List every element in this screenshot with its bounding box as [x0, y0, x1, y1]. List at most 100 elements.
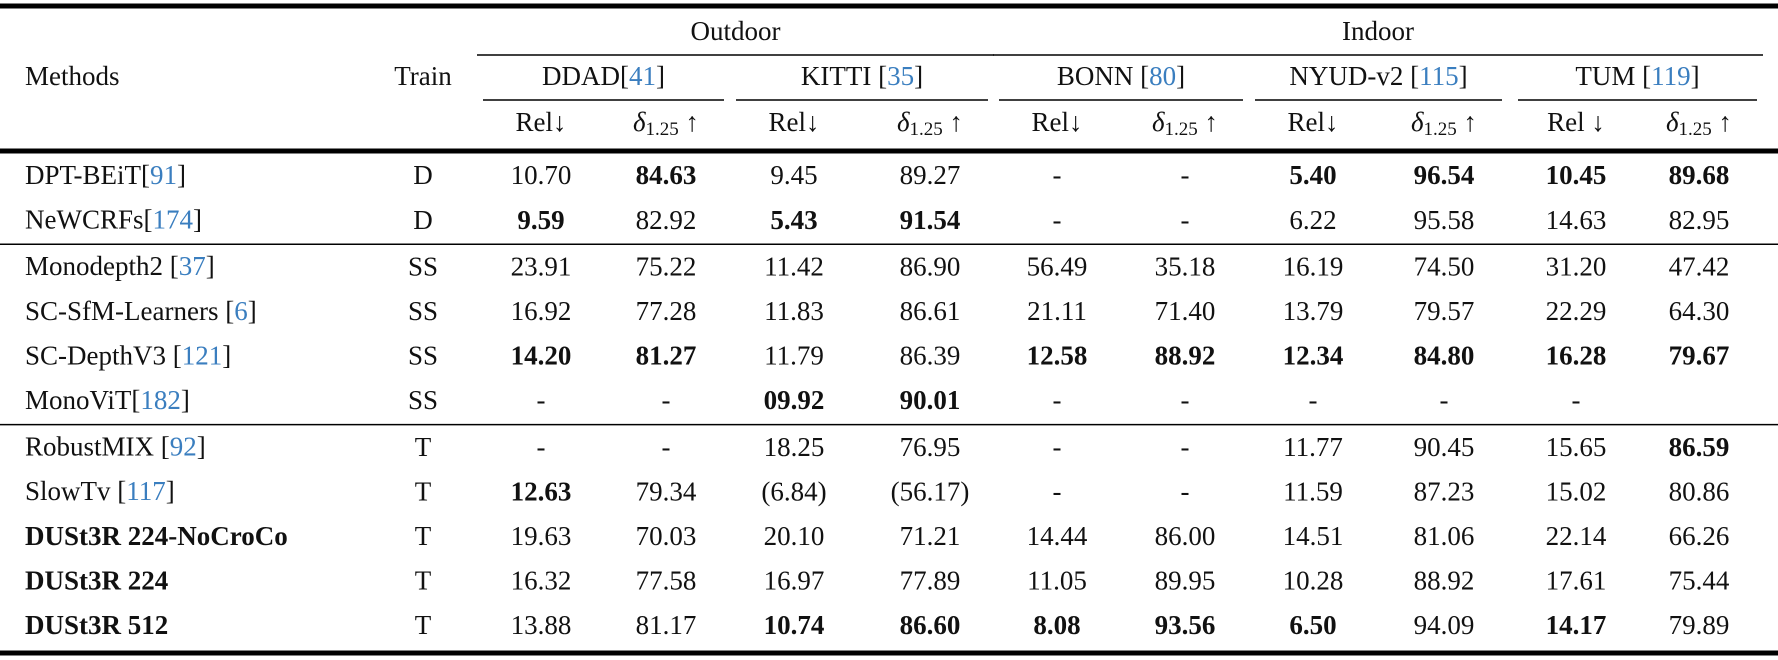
train-type: T	[415, 476, 432, 506]
citation: 92	[170, 432, 197, 462]
cell-value: 6.22	[1289, 205, 1336, 235]
bracket: [	[117, 476, 126, 506]
cell-value: 91.54	[900, 205, 961, 235]
citation: 119	[1651, 61, 1691, 91]
cell-value: 96.54	[1414, 160, 1475, 190]
cell-value: 81.27	[636, 341, 697, 371]
cell-value: 86.61	[900, 296, 961, 326]
bracket: ]	[197, 432, 206, 462]
cell-value: 16.32	[511, 566, 572, 596]
cell-value: 87.23	[1414, 476, 1475, 506]
bracket: [	[225, 296, 234, 326]
metric-symbol: Rel	[769, 107, 807, 137]
cell-value: 82.92	[636, 205, 697, 235]
metric-arrow: ↑	[1198, 107, 1218, 137]
cell-value: -	[1309, 385, 1318, 415]
cell-value: 10.70	[511, 160, 572, 190]
cell-value: 88.92	[1414, 566, 1475, 596]
cell-value: 13.88	[511, 610, 572, 640]
method: DUSt3R 512	[25, 610, 168, 640]
method: SC-SfM-Learners	[25, 296, 225, 326]
cell-value: 14.51	[1283, 521, 1344, 551]
dataset-name: TUM	[1575, 61, 1642, 91]
subheader: Rel↓	[516, 107, 567, 137]
cell-value: 11.59	[1283, 476, 1343, 506]
metric-symbol: δ	[897, 107, 910, 137]
cell-value: 88.92	[1155, 341, 1216, 371]
bracket: [	[144, 205, 153, 235]
cell-value: 11.83	[764, 296, 824, 326]
cell-value: 12.58	[1027, 341, 1088, 371]
cell-value: 12.34	[1283, 341, 1344, 371]
cell-value: -	[1181, 432, 1190, 462]
bracket: [	[131, 385, 140, 415]
cell-value: 70.03	[636, 521, 697, 551]
header-methods: Methods	[25, 61, 120, 91]
method: DPT-BEiT	[25, 160, 142, 190]
metric-arrow: ↓	[553, 107, 567, 137]
cell-value: -	[1181, 385, 1190, 415]
cell-value: 89.27	[900, 160, 961, 190]
cell-value: 77.58	[636, 566, 697, 596]
dataset-header: NYUD-v2 [115]	[1289, 61, 1467, 91]
header-train: Train	[394, 61, 452, 91]
bracket: ]	[1176, 61, 1185, 91]
cell-value: 64.30	[1669, 296, 1730, 326]
cell-value: 18.25	[764, 432, 825, 462]
cell-value: 11.05	[1027, 566, 1087, 596]
bracket: ]	[1459, 61, 1468, 91]
citation: 174	[153, 205, 194, 235]
bracket: [	[620, 61, 629, 91]
cell-value: 56.49	[1027, 251, 1088, 281]
metric-subscript: 1.25	[1165, 119, 1198, 140]
cell-value: 79.34	[636, 476, 697, 506]
cell-value: 20.10	[764, 521, 825, 551]
cell-value: 90.45	[1414, 432, 1475, 462]
cell-value: 21.11	[1027, 296, 1087, 326]
bracket: ]	[206, 251, 215, 281]
method: Monodepth2	[25, 251, 170, 281]
cell-value: 84.63	[636, 160, 697, 190]
subheader: δ1.25 ↑	[897, 107, 963, 140]
cell-value: 8.08	[1033, 610, 1080, 640]
subheader: Rel↓	[769, 107, 820, 137]
method: DUSt3R 224-NoCroCo	[25, 521, 288, 551]
cell-value: 22.14	[1546, 521, 1607, 551]
metric-arrow: ↑	[679, 107, 699, 137]
train-type: SS	[408, 385, 438, 415]
cell-value: -	[662, 385, 671, 415]
metric-arrow: ↓	[1325, 107, 1339, 137]
cell-value: 14.63	[1546, 205, 1607, 235]
cell-value: 6.50	[1289, 610, 1336, 640]
cell-value: 10.28	[1283, 566, 1344, 596]
cell-value: -	[1181, 205, 1190, 235]
citation: 6	[234, 296, 248, 326]
metric-subscript: 1.25	[1679, 119, 1712, 140]
cell-value: 11.79	[764, 341, 824, 371]
metric-symbol: δ	[1152, 107, 1165, 137]
cell-value: 74.50	[1414, 251, 1475, 281]
citation: 182	[140, 385, 181, 415]
cell-value: -	[1181, 476, 1190, 506]
cell-value: 86.59	[1669, 432, 1730, 462]
bracket: [	[878, 61, 887, 91]
citation: 115	[1419, 61, 1459, 91]
bracket: ]	[166, 476, 175, 506]
bracket: ]	[1691, 61, 1700, 91]
cell-value: 95.58	[1414, 205, 1475, 235]
metric-arrow: ↓	[1591, 107, 1605, 137]
dataset-name: BONN	[1057, 61, 1140, 91]
citation: 37	[179, 251, 206, 281]
cell-value: 15.65	[1546, 432, 1607, 462]
method: SlowTv	[25, 476, 117, 506]
train-type: SS	[408, 296, 438, 326]
cell-value: 77.89	[900, 566, 961, 596]
train-type: T	[415, 566, 432, 596]
train-type: D	[413, 205, 433, 235]
cell-value: 81.06	[1414, 521, 1475, 551]
method-name: SC-DepthV3 [121]	[25, 341, 231, 371]
cell-value: 14.17	[1546, 610, 1607, 640]
bracket: [	[161, 432, 170, 462]
method: DUSt3R 224	[25, 566, 168, 596]
